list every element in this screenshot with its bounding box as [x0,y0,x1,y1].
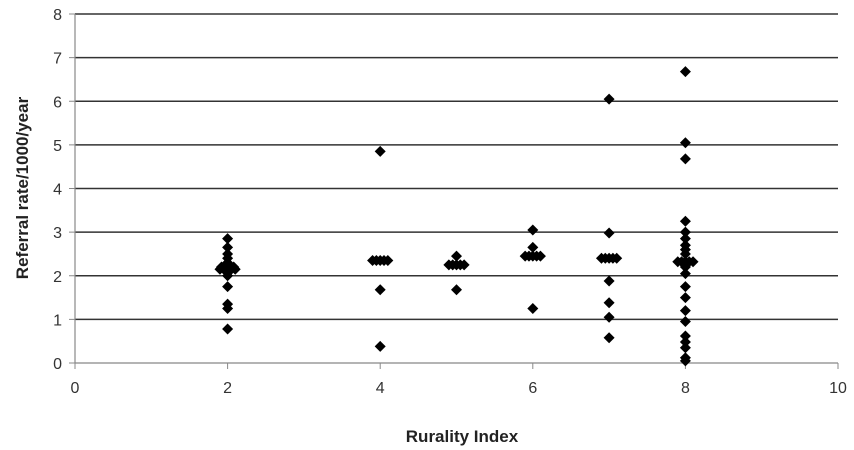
data-point [679,66,691,78]
data-point [527,302,539,314]
data-point [222,241,234,253]
gridlines [75,13,838,321]
data-point [451,284,462,296]
data-point [451,250,462,262]
data-point [679,330,691,342]
data-point [374,145,386,157]
data-point [679,233,691,245]
y-axis-title: Referral rate/1000/year [13,96,32,279]
data-point [458,259,470,271]
data-point [222,248,234,260]
data-point [679,268,691,280]
data-point [374,340,386,352]
y-tick-label: 0 [53,356,62,373]
data-point [679,153,691,165]
data-point [603,297,615,309]
data-point [603,311,615,323]
y-tick-label: 7 [53,51,62,68]
data-point [527,241,539,253]
data-point [228,261,240,273]
data-point [222,323,234,335]
data-point [679,336,691,348]
data-point [611,252,623,264]
x-tick-label: 2 [223,380,232,397]
x-tick-label: 4 [376,380,385,397]
x-axis-title: Rurality Index [406,427,519,446]
y-tick-label: 8 [53,7,62,24]
y-tick-label: 3 [53,225,62,242]
x-tick-label: 10 [829,380,847,397]
x-tick-label: 0 [71,380,80,397]
x-tick-label: 8 [681,380,690,397]
data-point [222,298,234,310]
data-point [679,215,691,227]
data-point [527,224,539,236]
data-point [603,227,615,239]
data-point [222,281,234,293]
x-tick-label: 6 [528,380,537,397]
data-point [679,226,691,238]
data-point [679,342,691,354]
data-point [603,332,615,344]
data-point [534,250,546,262]
data-points [214,66,699,367]
data-point [679,316,691,328]
data-point [679,292,691,304]
data-point [679,281,691,293]
data-point [679,305,691,317]
data-point [679,137,691,149]
axes [69,13,839,369]
data-point [215,261,227,273]
data-point [222,233,234,245]
data-point [382,254,394,266]
data-point [603,275,615,287]
data-point [679,239,691,251]
x-tick-labels: 0 2 4 6 8 10 [71,380,847,397]
y-tick-label: 2 [53,269,62,286]
data-point [603,93,615,105]
data-point [679,352,691,364]
data-point [687,256,699,268]
data-point [374,284,386,296]
y-tick-labels: 0 1 2 3 4 5 6 7 8 [53,7,62,373]
y-tick-label: 1 [53,312,62,329]
y-tick-label: 4 [53,182,62,199]
y-tick-label: 5 [53,138,62,155]
y-tick-label: 6 [53,94,62,111]
